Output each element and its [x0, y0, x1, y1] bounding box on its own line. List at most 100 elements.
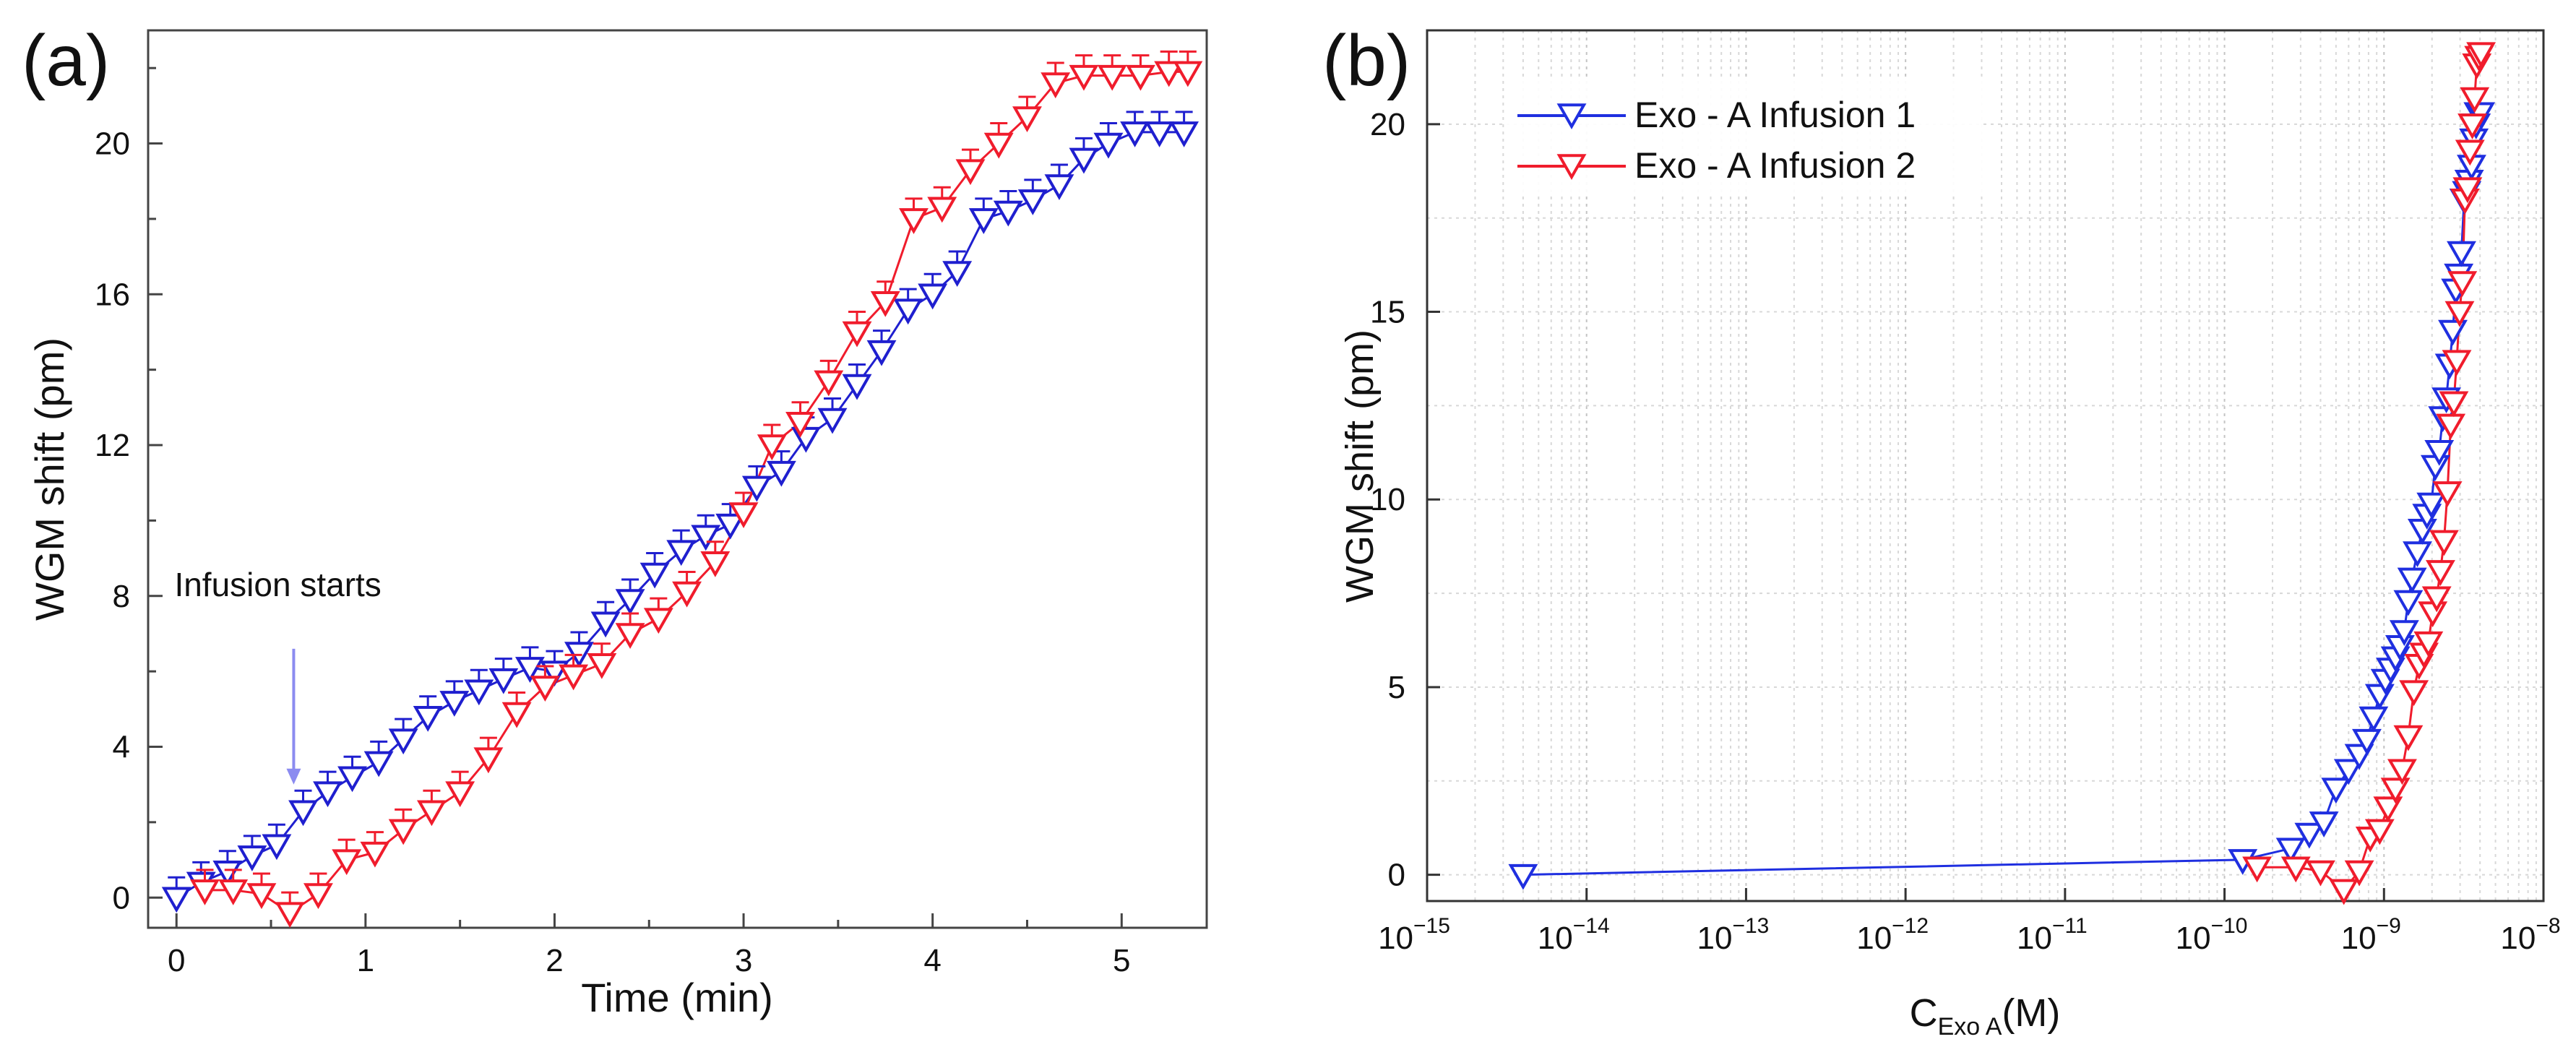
panel-a-label: (a): [22, 20, 110, 101]
chart-b-data-point: [2418, 601, 2448, 628]
chart-a-data-point: [691, 525, 721, 551]
chart-b-data-point: [2455, 139, 2485, 166]
chart-a-data-point: [488, 668, 519, 694]
chart-a-data-point: [439, 691, 470, 717]
chart-a-data-point: [700, 551, 731, 577]
chart-b-data-point: [2373, 796, 2403, 823]
chart-a-data-point: [530, 676, 560, 702]
chart-b-data-point: [2393, 725, 2424, 751]
legend-series-1-marker: [1556, 103, 1587, 130]
chart-b-data-point: [2460, 87, 2490, 113]
chart-b-data-point: [2306, 860, 2335, 887]
chart-a-data-point: [983, 132, 1014, 159]
chart-b-data-point: [2397, 567, 2427, 594]
chart-b-data-point: [2387, 759, 2417, 785]
chart-a-data-point: [899, 208, 929, 234]
chart-a-data-point: [615, 623, 645, 649]
chart-b-y-tick-label: 20: [1370, 107, 1405, 142]
chart-a-data-point: [1145, 121, 1175, 147]
chart-a-x-tick-label: 2: [546, 943, 563, 978]
chart-a-x-axis-title: Time (min): [581, 975, 772, 1020]
chart-a-data-point: [288, 800, 318, 827]
chart-a-data-point: [715, 513, 746, 540]
chart-a-data-point: [968, 208, 999, 234]
chart-b-x-tick-label: 10−11: [2017, 914, 2088, 956]
chart-a-y-tick-label: 20: [95, 126, 130, 162]
chart-b-data-point: [2416, 492, 2447, 519]
chart-a-data-point: [672, 581, 702, 608]
chart-a-data-point: [842, 374, 872, 400]
chart-a-data-point: [918, 283, 948, 310]
chart-a-data-point: [360, 841, 390, 868]
chart-a-data-point: [501, 702, 532, 728]
chart-b-data-point: [2439, 391, 2469, 418]
chart-a-data-point: [218, 879, 249, 905]
chart-a-data-point: [1125, 64, 1155, 91]
chart-a-x-tick-label: 1: [357, 943, 374, 978]
legend-series-2-marker: [1556, 154, 1587, 181]
chart-a-data-point: [303, 883, 333, 910]
chart-b-data-point: [2329, 879, 2359, 905]
chart-a-y-axis-title: WGM shift (pm): [27, 337, 72, 621]
chart-b-data-point: [2413, 631, 2444, 658]
chart-a-data-point: [639, 562, 670, 589]
chart-a-data-point: [893, 298, 923, 325]
chart-b-data-point: [2442, 350, 2472, 376]
chart-a-x-tick-label: 3: [735, 943, 752, 978]
chart-a-data-point: [559, 664, 589, 691]
chart-b-data-point: [2364, 819, 2395, 845]
chart-b-data-point: [2432, 481, 2463, 507]
legend-series-1-label: Exo - A Infusion 1: [1634, 95, 1916, 135]
chart-b: 10−15 10−14 10−13 10−12 10−11 10−10 10−9 10−8 0 5…: [1338, 29, 2561, 1040]
chart-a-data-point: [313, 781, 343, 808]
chart-a-data-point: [161, 887, 191, 913]
chart-a-data-point: [1154, 61, 1184, 87]
chart-a-data-point: [1093, 132, 1124, 159]
chart-a-data-point: [942, 261, 973, 288]
chart-a-data-point: [870, 290, 900, 317]
chart-a-data-point: [1169, 121, 1199, 147]
chart-a-data-point: [190, 879, 220, 905]
chart-b-data-point: [1508, 863, 1538, 890]
chart-b-data-point: [2457, 113, 2487, 139]
chart-b-data-point: [2421, 586, 2452, 613]
chart-b-y-tick-label: 5: [1388, 670, 1405, 705]
chart-a-data-point: [445, 781, 475, 808]
chart-a-x-tick-label: 4: [923, 943, 941, 978]
chart-a-data-point: [955, 159, 986, 186]
chart-a-y-tick-label: 4: [113, 730, 130, 765]
chart-b-x-tick-label: 10−12: [1856, 914, 1929, 956]
chart-a-data-point: [666, 540, 697, 566]
chart-b-data-point: [2436, 413, 2466, 440]
chart-a-data-point: [473, 747, 504, 774]
chart-a-data-point: [388, 819, 418, 845]
chart-b-legend: Exo - A Infusion 1 Exo - A Infusion 2: [1507, 79, 1983, 195]
chart-a-data-point: [766, 460, 796, 487]
chart-a-markers: [161, 50, 1203, 928]
chart-b-x-tick-label: 10−15: [1378, 914, 1450, 956]
legend-series-2-label: Exo - A Infusion 2: [1634, 145, 1916, 186]
chart-b-grid: [1426, 30, 2543, 901]
chart-a-data-point: [814, 370, 844, 397]
chart-b-x-tick-label: 10−8: [2500, 914, 2560, 956]
chart-a-data-point: [237, 845, 267, 871]
chart-b-data-point: [2444, 301, 2475, 327]
chart-b-data-point: [2294, 822, 2325, 849]
chart-b-x-tick-label: 10−10: [2176, 914, 2248, 956]
chart-a-data-point: [388, 728, 418, 755]
chart-a-data-point: [866, 340, 897, 366]
chart-b-x-axis-title-unit: (M): [2002, 991, 2060, 1035]
chart-a-data-point: [757, 434, 787, 461]
chart-b-data-point: [2352, 728, 2382, 755]
chart-a-data-point: [1044, 174, 1074, 200]
infusion-starts-arrowhead: [286, 768, 301, 785]
chart-a-data-point: [615, 589, 645, 616]
chart-b-data-point: [2403, 541, 2432, 567]
chart-b-y-tick-label: 15: [1370, 295, 1405, 330]
chart-a-data-point: [741, 475, 772, 502]
chart-b-x-tick-label: 10−14: [1538, 914, 1610, 956]
chart-b-data-point: [2393, 590, 2424, 616]
chart-a-data-point: [262, 834, 292, 861]
